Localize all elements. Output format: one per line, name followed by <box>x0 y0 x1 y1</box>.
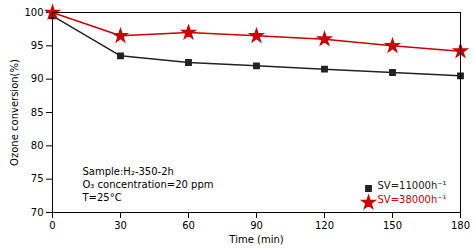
svg-text:150: 150 <box>383 220 402 231</box>
svg-text:95: 95 <box>31 40 44 51</box>
svg-text:80: 80 <box>31 140 44 151</box>
svg-text:120: 120 <box>315 220 334 231</box>
svg-text:SV=38000h⁻¹: SV=38000h⁻¹ <box>378 194 447 205</box>
svg-text:30: 30 <box>114 220 127 231</box>
svg-text:90: 90 <box>31 73 44 84</box>
svg-text:100: 100 <box>24 7 43 18</box>
svg-text:75: 75 <box>31 173 44 184</box>
svg-text:60: 60 <box>182 220 195 231</box>
svg-text:0: 0 <box>49 220 55 231</box>
svg-text:90: 90 <box>250 220 263 231</box>
svg-text:70: 70 <box>31 207 44 218</box>
svg-text:SV=11000h⁻¹: SV=11000h⁻¹ <box>378 180 447 191</box>
svg-text:Time (min): Time (min) <box>228 234 283 245</box>
svg-text:85: 85 <box>31 107 44 118</box>
svg-text:Ozone conversion(%): Ozone conversion(%) <box>9 59 20 166</box>
svg-text:Sample:H₂-350-2hO₃ concentrati: Sample:H₂-350-2hO₃ concentration=20 ppmT… <box>82 166 214 203</box>
svg-text:180: 180 <box>451 220 470 231</box>
